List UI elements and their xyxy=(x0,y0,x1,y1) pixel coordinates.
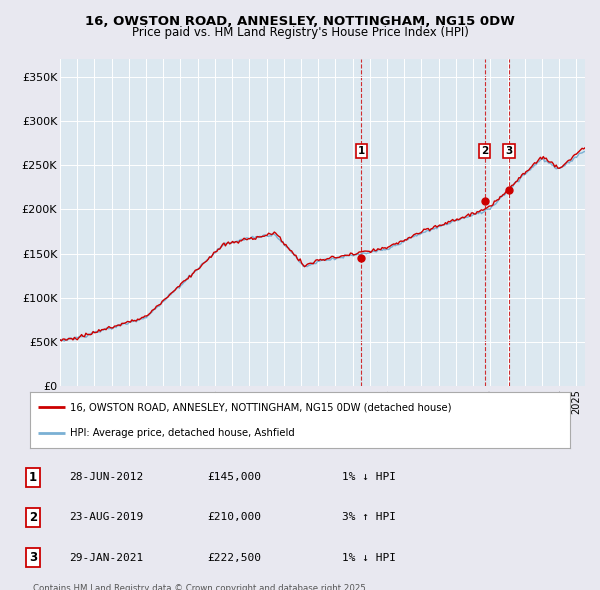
Text: Price paid vs. HM Land Registry's House Price Index (HPI): Price paid vs. HM Land Registry's House … xyxy=(131,26,469,39)
Text: 2: 2 xyxy=(29,511,37,524)
Text: 16, OWSTON ROAD, ANNESLEY, NOTTINGHAM, NG15 0DW (detached house): 16, OWSTON ROAD, ANNESLEY, NOTTINGHAM, N… xyxy=(71,402,452,412)
Text: £222,500: £222,500 xyxy=(207,553,261,562)
Text: HPI: Average price, detached house, Ashfield: HPI: Average price, detached house, Ashf… xyxy=(71,428,295,438)
Text: 1: 1 xyxy=(358,146,365,156)
Text: £210,000: £210,000 xyxy=(207,513,261,522)
Text: Contains HM Land Registry data © Crown copyright and database right 2025.: Contains HM Land Registry data © Crown c… xyxy=(33,584,368,590)
Text: 16, OWSTON ROAD, ANNESLEY, NOTTINGHAM, NG15 0DW: 16, OWSTON ROAD, ANNESLEY, NOTTINGHAM, N… xyxy=(85,15,515,28)
Text: £145,000: £145,000 xyxy=(207,473,261,482)
Text: 1: 1 xyxy=(29,471,37,484)
Text: 3: 3 xyxy=(505,146,512,156)
Text: 1% ↓ HPI: 1% ↓ HPI xyxy=(342,473,396,482)
Text: 1% ↓ HPI: 1% ↓ HPI xyxy=(342,553,396,562)
Text: 2: 2 xyxy=(481,146,488,156)
Text: 23-AUG-2019: 23-AUG-2019 xyxy=(69,513,143,522)
Text: 29-JAN-2021: 29-JAN-2021 xyxy=(69,553,143,562)
Text: 3% ↑ HPI: 3% ↑ HPI xyxy=(342,513,396,522)
Text: 28-JUN-2012: 28-JUN-2012 xyxy=(69,473,143,482)
Text: 3: 3 xyxy=(29,551,37,564)
